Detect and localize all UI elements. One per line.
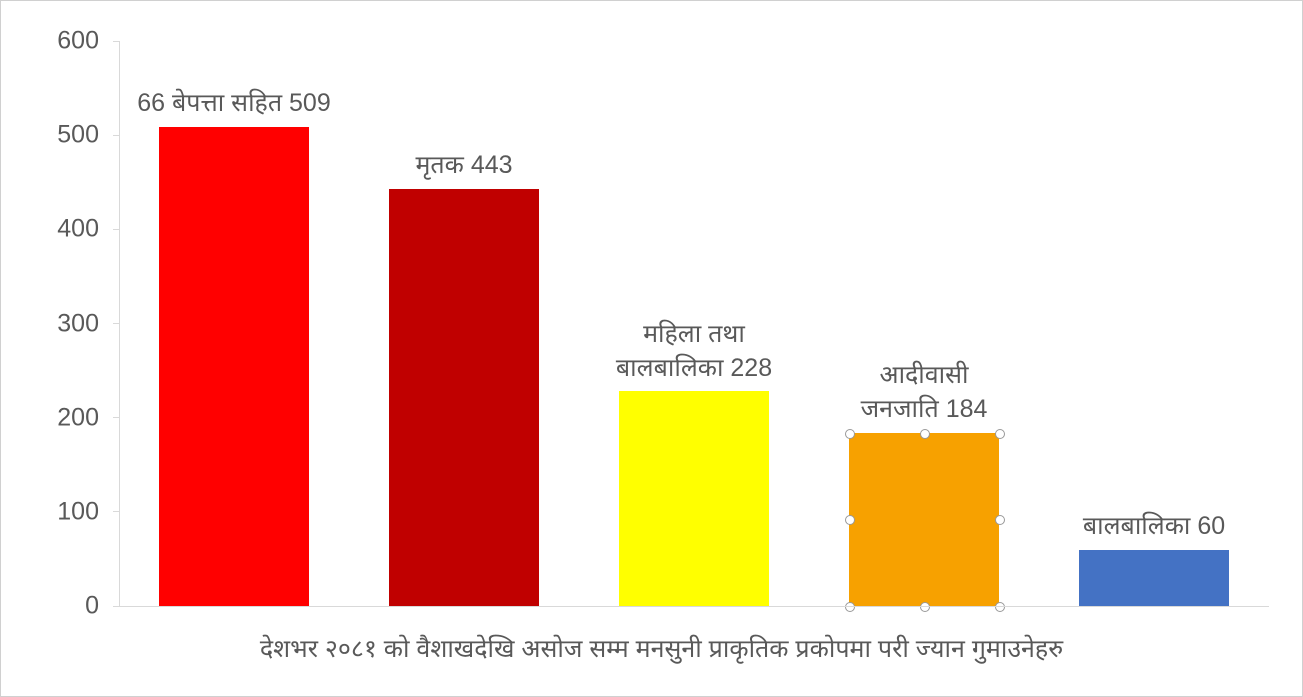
x-axis-line (119, 606, 1269, 607)
selection-handle[interactable] (995, 515, 1005, 525)
bar-data-label: बालबालिका 60 (1019, 510, 1289, 544)
y-tick-label: 600 (57, 27, 99, 56)
bar-data-label: आदीवासी जनजाति 184 (789, 359, 1059, 427)
bar[interactable] (849, 433, 999, 606)
y-tick-label: 200 (57, 403, 99, 432)
bar[interactable] (619, 391, 769, 606)
selection-handle[interactable] (920, 602, 930, 612)
y-tick-label: 500 (57, 121, 99, 150)
y-tick-label: 300 (57, 309, 99, 338)
selection-handle[interactable] (920, 429, 930, 439)
selection-handle[interactable] (845, 429, 855, 439)
y-tick-label: 0 (85, 592, 99, 621)
selection-handle[interactable] (845, 515, 855, 525)
y-axis: 0100200300400500600 (1, 41, 119, 606)
bar-data-label: मृतक 443 (329, 149, 599, 183)
bar[interactable] (159, 127, 309, 606)
bar[interactable] (1079, 550, 1229, 607)
chart-container: 0100200300400500600 66 बेपत्ता सहित 509म… (0, 0, 1303, 697)
bar[interactable] (389, 189, 539, 606)
selection-handle[interactable] (995, 602, 1005, 612)
y-tick-label: 100 (57, 497, 99, 526)
selection-handle[interactable] (995, 429, 1005, 439)
bar-data-label: 66 बेपत्ता सहित 509 (99, 87, 369, 121)
y-tick-label: 400 (57, 215, 99, 244)
selection-handle[interactable] (845, 602, 855, 612)
x-axis-title: देशभर २०८१ को वैशाखदेखि असोज सम्म मनसुनी… (56, 631, 1267, 665)
plot-area: 66 बेपत्ता सहित 509मृतक 443महिला तथा बाल… (119, 41, 1269, 606)
